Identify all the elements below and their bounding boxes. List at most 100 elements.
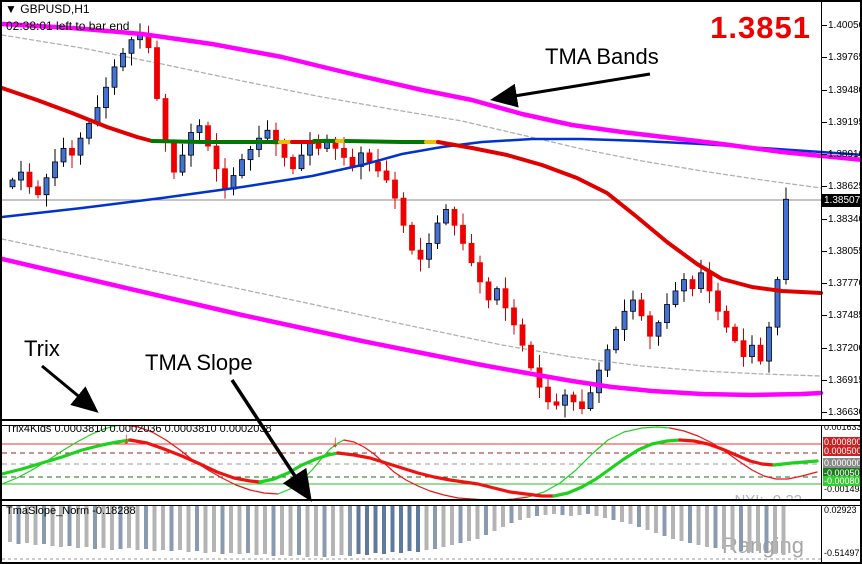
candle-body bbox=[222, 168, 228, 190]
slope-histogram-bar bbox=[331, 504, 335, 556]
slope-histogram-bar bbox=[229, 504, 233, 553]
candle-body bbox=[77, 137, 84, 156]
slope-histogram-bar bbox=[458, 504, 463, 543]
trix-main-line bbox=[258, 451, 340, 484]
slope-histogram-bar bbox=[747, 504, 752, 552]
axis-tick bbox=[821, 412, 827, 413]
trix-main-line bbox=[772, 459, 819, 467]
candle-body bbox=[86, 123, 92, 139]
main-price-chart bbox=[2, 21, 860, 418]
axis-tick bbox=[821, 186, 827, 188]
axis-separator-line bbox=[821, 2, 822, 562]
slope-histogram-bar bbox=[84, 504, 89, 547]
slope-histogram-bar bbox=[365, 504, 369, 555]
slope-histogram-bar bbox=[543, 504, 548, 515]
candle-body bbox=[392, 179, 398, 199]
candle-body bbox=[341, 147, 347, 158]
slope-histogram-bar bbox=[399, 504, 403, 553]
symbol-label: GBPUSD,H1 bbox=[20, 2, 90, 16]
candle-body bbox=[162, 98, 169, 142]
price-axis-label: 1.36915 bbox=[828, 374, 862, 386]
candle-body bbox=[511, 307, 517, 326]
trix-axis-value-box: 0.000800 bbox=[823, 437, 860, 447]
slope-histogram-bar bbox=[586, 504, 590, 514]
slope-histogram-bar bbox=[305, 504, 310, 557]
trix-panel-title: Trix4Kids 0.0003810 0.0002036 0.0003810 … bbox=[6, 423, 272, 435]
candle-body bbox=[596, 369, 602, 394]
price-axis-label: 1.38625 bbox=[828, 181, 862, 193]
price-axis-label: 1.39480 bbox=[828, 84, 862, 96]
panel-splitter-2[interactable] bbox=[2, 499, 860, 506]
slope-histogram-bar bbox=[416, 504, 420, 552]
price-axis-label: 1.37200 bbox=[828, 342, 862, 354]
candle-body bbox=[766, 326, 772, 362]
candle-body bbox=[519, 324, 526, 346]
slope-histogram-bar bbox=[441, 504, 446, 547]
candle-body bbox=[103, 86, 109, 109]
slope-histogram-bar bbox=[407, 504, 412, 551]
candle-body bbox=[757, 344, 764, 362]
candle-body bbox=[375, 161, 381, 172]
candle-body bbox=[35, 186, 41, 196]
slope-histogram-bar bbox=[76, 504, 80, 548]
candle-body bbox=[689, 279, 696, 290]
slope-histogram-bar bbox=[654, 504, 658, 533]
slope-axis-label: 0.02923 bbox=[824, 505, 857, 515]
candle-body bbox=[434, 222, 441, 244]
panel-splitter-1[interactable] bbox=[2, 419, 860, 426]
big-price-label: 1.3851 bbox=[710, 10, 811, 45]
axis-tick bbox=[821, 57, 827, 59]
candle-body bbox=[664, 304, 670, 324]
trix-signal-line bbox=[2, 424, 125, 485]
price-axis-label: 1.38910 bbox=[828, 149, 862, 160]
slope-histogram-bar bbox=[118, 504, 123, 549]
candle-body bbox=[290, 156, 296, 170]
slope-histogram-bar bbox=[620, 504, 624, 522]
slope-histogram-bar bbox=[356, 504, 361, 554]
slope-axis-label: -0.51497 bbox=[824, 548, 860, 558]
slope-histogram-bar bbox=[645, 504, 650, 530]
axis-tick bbox=[821, 379, 827, 381]
slope-histogram-bar bbox=[254, 504, 259, 555]
slope-histogram-bar bbox=[603, 504, 607, 518]
slope-histogram-bar bbox=[169, 504, 174, 551]
trix-main-line bbox=[2, 438, 132, 476]
slope-histogram-bar bbox=[127, 504, 131, 548]
slope-histogram-bar bbox=[314, 504, 318, 556]
candle-body bbox=[26, 171, 33, 188]
candle-body bbox=[570, 394, 577, 403]
candle-body bbox=[298, 154, 305, 170]
slope-histogram-bar bbox=[135, 504, 140, 550]
candle-body bbox=[494, 288, 500, 301]
slope-histogram-bar bbox=[110, 504, 114, 550]
candle-body bbox=[774, 279, 781, 328]
candle-body bbox=[111, 66, 118, 88]
slope-histogram-bar bbox=[348, 504, 352, 556]
candle-body bbox=[281, 143, 288, 158]
slope-panel-title: TmaSlope_Norm -0.18288 bbox=[6, 505, 136, 517]
trix-signal-line bbox=[527, 426, 671, 498]
candle-body bbox=[460, 224, 466, 244]
candle-body bbox=[188, 132, 194, 156]
candle-body bbox=[783, 198, 789, 281]
trix-signal-arrow-icon: ↓ bbox=[122, 429, 131, 448]
axis-tick bbox=[821, 218, 827, 220]
candle-body bbox=[672, 290, 679, 305]
candle-body bbox=[154, 47, 160, 99]
lower-envelope-dash bbox=[2, 238, 822, 377]
candle-body bbox=[528, 344, 534, 369]
slope-histogram-bar bbox=[611, 504, 616, 520]
candle-body bbox=[545, 386, 551, 403]
slope-histogram-bar bbox=[662, 504, 667, 536]
slope-histogram-bar bbox=[93, 504, 97, 549]
slope-histogram-bar bbox=[390, 504, 395, 552]
slope-histogram-bar bbox=[8, 504, 12, 542]
dropdown-triangle-icon[interactable]: ▼ bbox=[5, 2, 17, 16]
candle-body bbox=[9, 179, 16, 188]
slope-histogram-bar bbox=[569, 504, 573, 516]
slope-histogram-bar bbox=[50, 504, 55, 546]
slope-histogram-bar bbox=[484, 504, 488, 535]
candle-body bbox=[179, 154, 186, 173]
slope-histogram-bar bbox=[518, 504, 522, 520]
slope-histogram-bar bbox=[178, 504, 182, 550]
